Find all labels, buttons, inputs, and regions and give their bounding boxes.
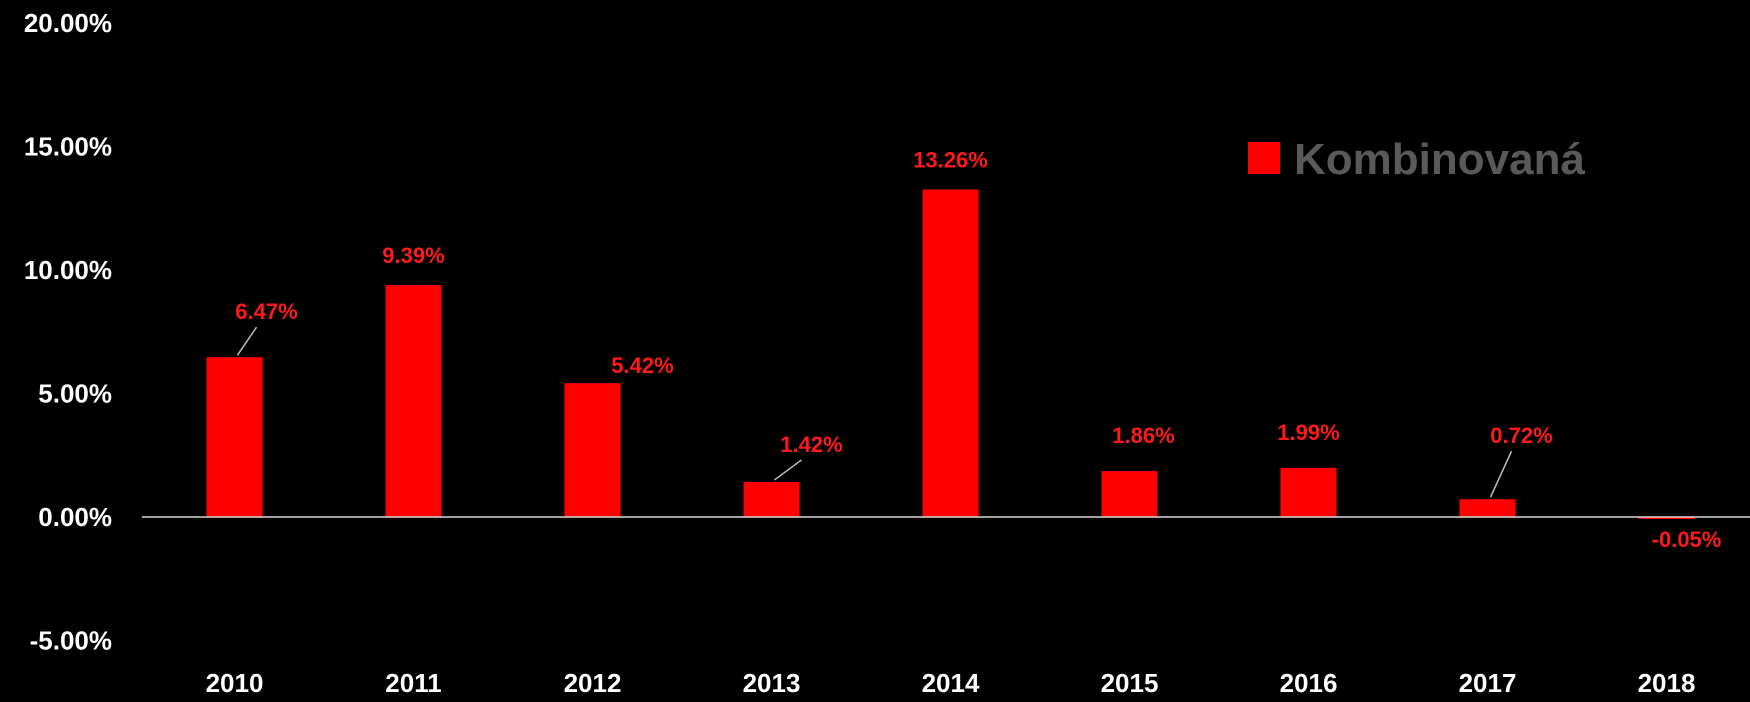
y-tick-label: -5.00% <box>30 626 112 656</box>
y-tick-label: 15.00% <box>24 132 112 162</box>
legend-swatch <box>1248 142 1280 174</box>
bar-2010 <box>206 357 263 517</box>
x-axis: 2010 2011 2012 2013 2014 2015 2016 2017 2018 <box>142 516 1750 698</box>
bar-2014 <box>922 189 979 517</box>
data-label-2017: 0.72% <box>1490 423 1552 448</box>
x-tick-label: 2016 <box>1280 668 1338 697</box>
bar-2013 <box>743 481 800 517</box>
y-axis: 20.00% 15.00% 10.00% 5.00% 0.00% -5.00% <box>24 8 112 656</box>
data-label-2011: 9.39% <box>382 243 444 268</box>
x-tick-label: 2012 <box>564 668 622 697</box>
data-label-2018: -0.05% <box>1652 527 1722 552</box>
data-label-2015: 1.86% <box>1112 423 1174 448</box>
x-tick-label: 2011 <box>385 668 441 697</box>
leader-line-2013 <box>774 459 802 481</box>
data-label-2013: 1.42% <box>780 432 842 457</box>
data-label-2016: 1.99% <box>1277 420 1339 445</box>
bar-2015 <box>1101 471 1158 517</box>
leader-lines-group <box>236 326 1513 498</box>
leader-line-2010 <box>236 326 258 356</box>
x-tick-label: 2014 <box>922 668 980 697</box>
y-tick-label: 10.00% <box>24 255 112 285</box>
x-tick-label: 2013 <box>743 668 801 697</box>
data-label-2014: 13.26% <box>913 147 988 172</box>
leader-line-2017 <box>1489 450 1513 498</box>
legend-label: Kombinovaná <box>1294 135 1585 184</box>
bar-2012 <box>564 383 621 517</box>
data-label-2010: 6.47% <box>235 299 297 324</box>
legend: Kombinovaná <box>1248 135 1585 184</box>
data-label-2012: 5.42% <box>611 353 673 378</box>
x-tick-label: 2010 <box>206 668 264 697</box>
bar-2016 <box>1280 467 1337 517</box>
bar-2018 <box>1638 517 1695 519</box>
y-tick-label: 5.00% <box>38 379 112 409</box>
y-tick-label: 0.00% <box>38 502 112 532</box>
bar-2017 <box>1459 499 1516 517</box>
x-tick-label: 2015 <box>1101 668 1159 697</box>
bar-2011 <box>385 285 442 517</box>
x-tick-label: 2017 <box>1459 668 1517 697</box>
y-tick-label: 20.00% <box>24 8 112 38</box>
data-labels-group: 6.47% 9.39% 5.42% 1.42% 13.26% 1.86% 1.99% 0.72… <box>235 147 1721 552</box>
x-tick-label: 2018 <box>1638 668 1696 697</box>
bars-group <box>206 189 1695 519</box>
